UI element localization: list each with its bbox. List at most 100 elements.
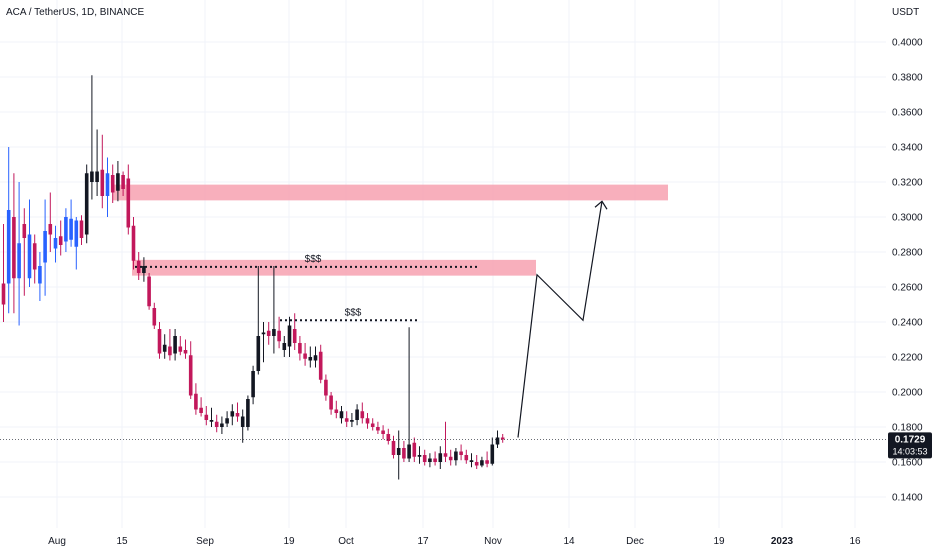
y-tick-label: 0.2800 — [892, 248, 923, 259]
candle — [412, 437, 417, 462]
candle — [329, 392, 333, 415]
candle — [225, 411, 229, 427]
liquidity-label: $$$ — [345, 307, 362, 318]
x-tick-label: Aug — [48, 536, 66, 547]
arrow-head-icon — [594, 200, 608, 210]
candle — [168, 329, 172, 361]
candle — [147, 273, 151, 310]
y-tick-label: 0.1400 — [892, 493, 923, 504]
candle — [459, 444, 463, 461]
supply-zones — [113, 184, 668, 276]
candle — [183, 339, 188, 359]
candle — [246, 395, 250, 431]
candle — [74, 217, 79, 270]
candle — [230, 404, 235, 426]
y-tick-label: 0.2000 — [892, 388, 923, 399]
candle — [396, 430, 401, 480]
candle — [84, 164, 89, 244]
chart-title: ACA / TetherUS, 1D, BINANCE — [6, 7, 145, 18]
bar-countdown: 14:03:53 — [892, 446, 927, 456]
candle — [261, 322, 266, 363]
candle — [500, 434, 505, 443]
candle — [214, 414, 219, 433]
candle — [6, 147, 11, 314]
candle — [355, 404, 359, 426]
candle — [438, 446, 443, 469]
x-tick-label: 14 — [563, 536, 575, 547]
current-price: 0.1729 — [895, 434, 926, 445]
y-tick-label: 0.4000 — [892, 38, 923, 49]
x-tick-label: Oct — [338, 536, 354, 547]
candle — [235, 402, 240, 422]
y-tick-label: 0.1600 — [892, 458, 923, 469]
candle — [448, 449, 453, 466]
candle — [428, 453, 432, 468]
liquidity-lines: $$$ $$$ — [135, 254, 480, 322]
candle — [64, 208, 68, 252]
candle — [22, 208, 27, 296]
candle — [272, 266, 276, 354]
candle — [464, 449, 469, 464]
candle — [339, 406, 344, 424]
candle — [220, 416, 224, 434]
y-tick-label: 0.3200 — [892, 178, 923, 189]
candle — [365, 413, 370, 429]
candle — [318, 344, 323, 384]
candle — [58, 220, 63, 256]
candle — [194, 383, 198, 415]
candle — [303, 343, 307, 366]
candle — [287, 316, 292, 357]
candle — [131, 217, 136, 270]
candle — [256, 266, 261, 375]
y-tick-label: 0.2200 — [892, 353, 923, 364]
y-tick-label: 0.2400 — [892, 318, 923, 329]
candle — [48, 192, 53, 252]
candle — [152, 302, 157, 329]
candle — [313, 346, 318, 368]
x-tick-label: 16 — [849, 536, 861, 547]
supply-zone — [113, 184, 668, 201]
candle — [105, 157, 110, 217]
candle — [422, 449, 427, 466]
candle — [350, 413, 354, 427]
candle — [402, 441, 406, 462]
candle — [469, 453, 474, 468]
y-tick-label: 0.3000 — [892, 213, 923, 224]
y-tick-label: 0.2600 — [892, 283, 923, 294]
price-badge: 0.1729 14:03:53 — [888, 432, 932, 459]
candle — [38, 252, 42, 301]
candle — [136, 252, 141, 280]
projection-path — [517, 201, 603, 438]
x-tick-label: Nov — [484, 536, 502, 547]
candle — [95, 129, 99, 196]
candle — [370, 418, 375, 431]
candle — [1, 224, 6, 322]
candle — [334, 400, 339, 419]
candle — [495, 430, 500, 448]
candle — [178, 336, 183, 356]
candle — [43, 199, 47, 296]
candle — [474, 455, 479, 469]
candle — [188, 341, 193, 399]
candle — [126, 164, 131, 235]
candle — [12, 173, 16, 314]
x-tick-label: Dec — [626, 536, 644, 547]
candle — [157, 322, 162, 359]
candle — [121, 171, 125, 196]
candle — [251, 365, 255, 405]
y-tick-label: 0.3800 — [892, 73, 923, 84]
candle — [381, 425, 385, 440]
candle — [199, 397, 203, 417]
x-tick-label: 17 — [417, 536, 429, 547]
candle — [17, 182, 21, 326]
candle — [240, 409, 245, 443]
candle — [204, 406, 209, 426]
candle — [386, 428, 391, 445]
candle — [32, 234, 37, 284]
candle — [376, 421, 380, 434]
candle — [485, 451, 489, 468]
candle — [344, 411, 349, 427]
candle — [433, 451, 437, 466]
x-tick-label: Sep — [196, 536, 214, 547]
